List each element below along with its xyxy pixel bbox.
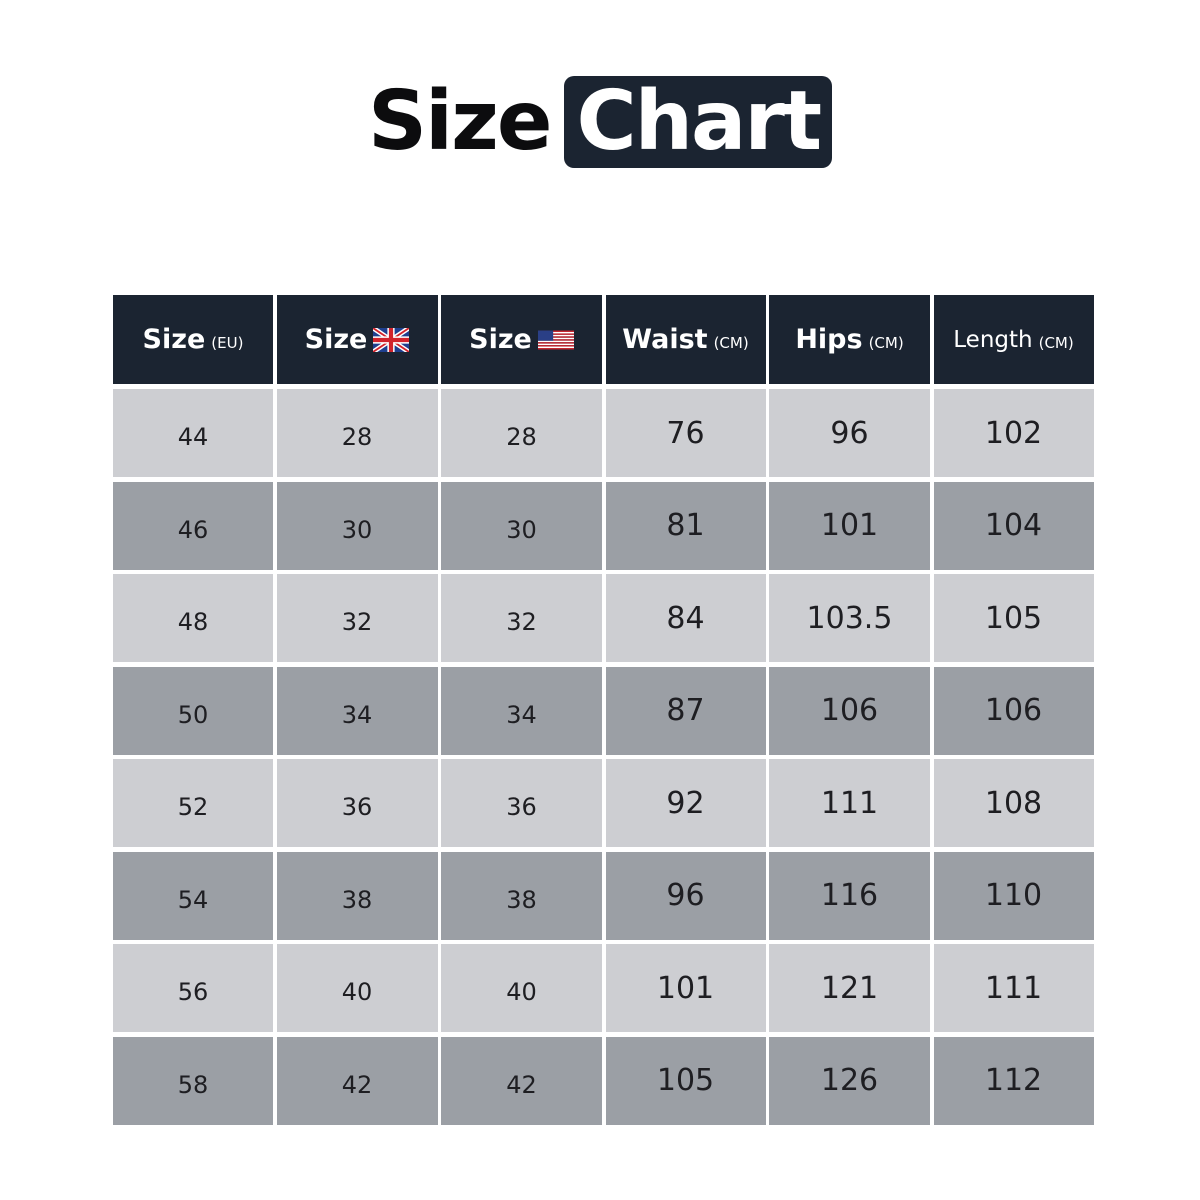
header-unit: (CM) (868, 333, 904, 352)
table-cell: 54 (113, 851, 273, 940)
size-chart-table: Size (EU) Size Size Waist (CM) Hips (CM) Length (… (113, 295, 1094, 1125)
table-cell: 112 (933, 1036, 1094, 1125)
table-header: Size (EU) Size Size Waist (CM) Hips (CM) Length (… (113, 295, 1094, 384)
table-cell: 105 (933, 574, 1094, 662)
uk-flag-icon (373, 327, 410, 352)
table-cell: 34 (276, 666, 438, 755)
header-unit: (CM) (713, 333, 749, 352)
table-cell: 50 (113, 666, 273, 755)
table-cell: 76 (605, 389, 766, 477)
table-cell: 42 (276, 1036, 438, 1125)
table-cell: 81 (605, 481, 766, 570)
header-label: Waist (622, 324, 708, 355)
page-title: Size Chart (0, 76, 1200, 168)
title-chart-badge: Chart (564, 76, 833, 168)
table-cell: 103.5 (769, 574, 930, 662)
table-body: 44 28 28 76 96 102 46 30 30 81 101 104 48 32 32 84 103.5… (113, 389, 1094, 1125)
table-cell: 46 (113, 481, 273, 570)
header-label: Size (142, 324, 206, 355)
table-cell: 110 (933, 851, 1094, 940)
table-cell: 111 (769, 759, 930, 847)
column-header: Waist (CM) (605, 295, 766, 384)
column-header: Size (276, 295, 438, 384)
table-cell: 28 (441, 389, 602, 477)
table-cell: 42 (441, 1036, 602, 1125)
table-cell: 102 (933, 389, 1094, 477)
column-header: Size (441, 295, 602, 384)
table-cell: 38 (441, 851, 602, 940)
table-cell: 101 (605, 944, 766, 1032)
table-cell: 58 (113, 1036, 273, 1125)
table-cell: 40 (441, 944, 602, 1032)
table-cell: 36 (441, 759, 602, 847)
table-cell: 108 (933, 759, 1094, 847)
table-cell: 52 (113, 759, 273, 847)
table-cell: 28 (276, 389, 438, 477)
table-cell: 126 (769, 1036, 930, 1125)
table-cell: 48 (113, 574, 273, 662)
table-cell: 32 (441, 574, 602, 662)
table-cell: 30 (441, 481, 602, 570)
table-cell: 96 (605, 851, 766, 940)
table-cell: 96 (769, 389, 930, 477)
table-cell: 106 (933, 666, 1094, 755)
table-cell: 104 (933, 481, 1094, 570)
table-cell: 106 (769, 666, 930, 755)
table-cell: 116 (769, 851, 930, 940)
header-label: Hips (795, 324, 863, 355)
title-size: Size (367, 74, 553, 169)
table-cell: 30 (276, 481, 438, 570)
table-cell: 36 (276, 759, 438, 847)
header-label: Size (304, 324, 368, 355)
column-header: Hips (CM) (769, 295, 930, 384)
header-unit: (EU) (211, 333, 244, 352)
column-header: Size (EU) (113, 295, 273, 384)
table-cell: 92 (605, 759, 766, 847)
table-cell: 56 (113, 944, 273, 1032)
table-cell: 111 (933, 944, 1094, 1032)
table-cell: 101 (769, 481, 930, 570)
column-header: Length (CM) (933, 295, 1094, 384)
table-cell: 87 (605, 666, 766, 755)
table-cell: 105 (605, 1036, 766, 1125)
table-cell: 84 (605, 574, 766, 662)
table-cell: 38 (276, 851, 438, 940)
table-cell: 40 (276, 944, 438, 1032)
header-unit: (CM) (1038, 333, 1074, 352)
us-flag-icon (537, 328, 574, 352)
table-cell: 121 (769, 944, 930, 1032)
table-cell: 44 (113, 389, 273, 477)
table-cell: 34 (441, 666, 602, 755)
header-label: Size (469, 324, 532, 355)
table-cell: 32 (276, 574, 438, 662)
header-label: Length (953, 326, 1033, 353)
